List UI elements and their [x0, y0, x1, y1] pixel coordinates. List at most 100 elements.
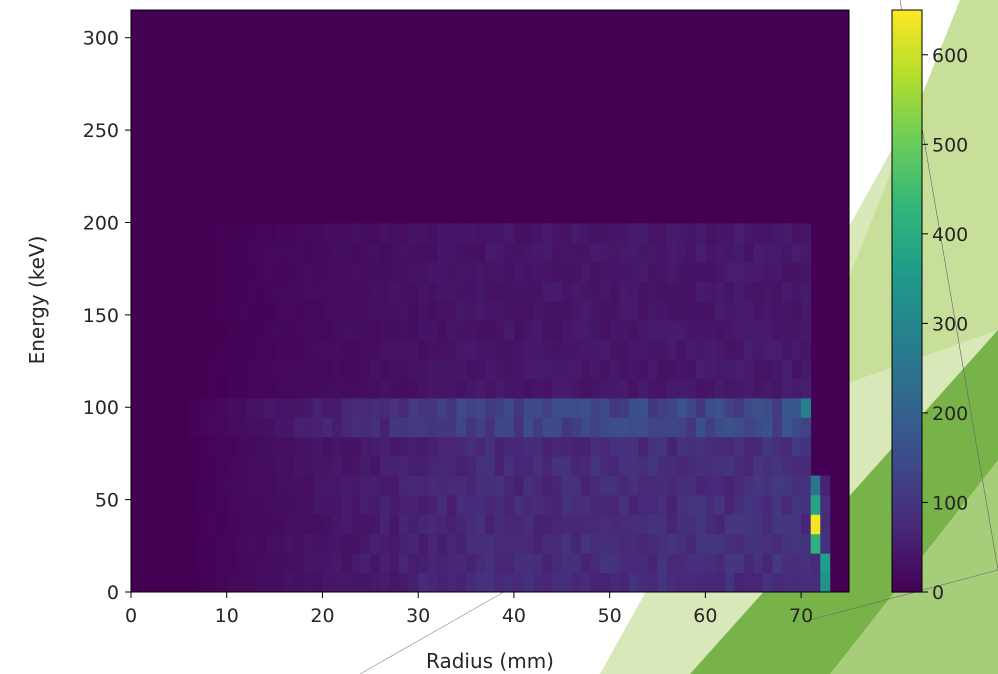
heatmap-cell	[360, 378, 371, 399]
heatmap-cell	[466, 262, 477, 282]
heatmap-cell	[245, 475, 256, 496]
heatmap-cell	[801, 301, 812, 321]
heatmap-cell	[418, 495, 429, 515]
heatmap-cell	[705, 398, 716, 418]
heatmap-cell	[523, 378, 534, 399]
heatmap-cell	[466, 281, 477, 302]
heatmap-cell	[370, 320, 381, 341]
heatmap-cell	[571, 262, 582, 282]
heatmap-cell	[217, 475, 228, 496]
heatmap-cell	[772, 398, 783, 418]
heatmap-cell	[332, 456, 343, 476]
heatmap-cell	[399, 514, 410, 535]
heatmap-cell	[351, 553, 362, 573]
heatmap-cell	[370, 242, 381, 263]
heatmap-cell	[341, 320, 352, 341]
heatmap-cell	[724, 359, 735, 379]
heatmap-cell	[466, 456, 477, 476]
heatmap-cell	[762, 398, 773, 418]
heatmap-cell	[418, 223, 429, 244]
heatmap-cell	[657, 456, 668, 476]
heatmap-cell	[485, 320, 496, 341]
heatmap-cell	[590, 456, 601, 476]
colorbar-segment	[892, 247, 922, 254]
heatmap-cell	[274, 572, 285, 593]
heatmap-cell	[657, 378, 668, 399]
colorbar-segment	[892, 427, 922, 433]
heatmap-cell	[303, 301, 314, 321]
colorbar-segment	[892, 116, 922, 123]
heatmap-cell	[609, 262, 620, 282]
heatmap-cell	[370, 223, 381, 244]
heatmap-cell	[485, 533, 496, 554]
colorbar-segment	[892, 257, 922, 263]
heatmap-cell	[255, 436, 266, 457]
heatmap-cell	[379, 320, 390, 341]
heatmap-cell	[217, 436, 228, 457]
heatmap-cell	[312, 533, 323, 554]
heatmap-cell	[609, 398, 620, 418]
heatmap-cell	[695, 533, 706, 554]
heatmap-cell	[695, 223, 706, 244]
heatmap-cell	[475, 262, 486, 282]
heatmap-cell	[226, 514, 237, 535]
heatmap-cell	[284, 436, 295, 457]
heatmap-cell	[734, 495, 745, 515]
heatmap-cell	[600, 436, 611, 457]
heatmap-cell	[580, 242, 591, 263]
heatmap-cell	[781, 417, 792, 438]
heatmap-cell	[762, 281, 773, 302]
heatmap-cell	[772, 514, 783, 535]
colorbar-segment	[892, 271, 922, 278]
heatmap-cell	[360, 553, 371, 573]
heatmap-cell	[638, 495, 649, 515]
heatmap-cell	[332, 553, 343, 573]
heatmap-cell	[245, 553, 256, 573]
heatmap-cell	[590, 436, 601, 457]
heatmap-cell	[379, 301, 390, 321]
heatmap-cell	[389, 320, 400, 341]
heatmap-cell	[753, 436, 764, 457]
heatmap-cell	[332, 514, 343, 535]
heatmap-cell	[686, 514, 697, 535]
heatmap-cell	[293, 533, 304, 554]
heatmap-cell	[647, 281, 658, 302]
heatmap-cell	[504, 262, 515, 282]
colorbar-segment	[892, 504, 922, 511]
heatmap-cell	[513, 398, 524, 418]
heatmap-cell	[762, 417, 773, 438]
heatmap-cell	[427, 398, 438, 418]
heatmap-cell	[475, 320, 486, 341]
heatmap-cell	[274, 456, 285, 476]
colorbar-segment	[892, 417, 922, 423]
heatmap-cell	[705, 572, 716, 593]
heatmap-cell	[485, 242, 496, 263]
heatmap-cell	[245, 514, 256, 535]
heatmap-cell	[207, 572, 218, 593]
heatmap-cell	[360, 339, 371, 360]
colorbar-segment	[892, 291, 922, 297]
heatmap-cell	[590, 514, 601, 535]
heatmap-cell	[360, 223, 371, 244]
heatmap-cell	[801, 436, 812, 457]
heatmap-cell	[293, 456, 304, 476]
heatmap-cell	[647, 262, 658, 282]
heatmap-cell	[714, 223, 725, 244]
heatmap-cell	[446, 378, 457, 399]
heatmap-cell	[791, 417, 802, 438]
heatmap-cell	[647, 359, 658, 379]
colorbar-segment	[892, 19, 922, 26]
heatmap-cell	[580, 553, 591, 573]
heatmap-cell	[609, 514, 620, 535]
heatmap-cell	[274, 475, 285, 496]
heatmap-cell	[236, 436, 247, 457]
heatmap-cell	[542, 262, 553, 282]
heatmap-cell	[265, 320, 275, 341]
heatmap-cell	[466, 242, 477, 263]
heatmap-cell	[466, 223, 477, 244]
colorbar-segment	[892, 82, 922, 89]
heatmap-cell	[542, 514, 553, 535]
heatmap-cell	[236, 242, 247, 263]
heatmap-cell	[322, 475, 333, 496]
heatmap-cell	[686, 398, 697, 418]
